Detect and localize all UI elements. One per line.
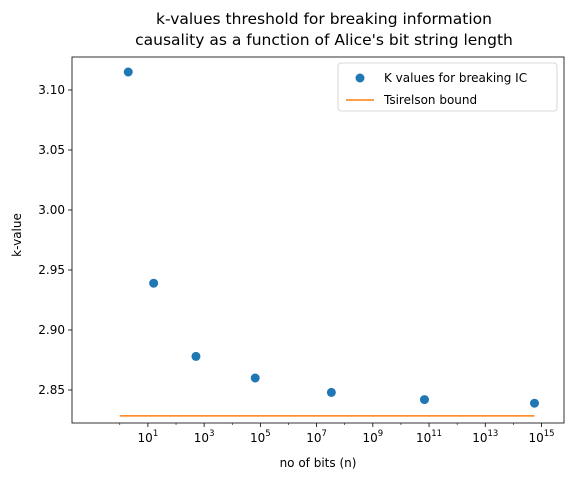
x-tick-label: 101 <box>138 429 159 445</box>
y-tick-label: 3.10 <box>38 83 65 97</box>
data-point <box>149 278 159 288</box>
data-point <box>326 387 336 397</box>
x-axis-ticks: 101 103 105 107 109 1011 1013 1015 <box>138 423 555 445</box>
x-tick-label: 1011 <box>416 429 442 445</box>
x-tick-label: 107 <box>306 429 327 445</box>
legend: K values for breaking IC Tsirelson bound <box>337 62 558 112</box>
x-tick-label: 105 <box>250 429 271 445</box>
y-tick-label: 2.95 <box>38 263 65 277</box>
legend-box <box>337 62 558 112</box>
x-tick-label: 103 <box>194 429 215 445</box>
data-point <box>123 67 133 77</box>
data-point <box>529 398 539 408</box>
y-axis-label: k-value <box>10 213 24 257</box>
y-tick-label: 3.05 <box>38 143 65 157</box>
plot-area: 101 103 105 107 109 1011 1013 1015 2.85 2.90 2.95 3… <box>38 56 565 445</box>
legend-entry: K values for breaking IC <box>355 71 527 85</box>
data-point <box>419 395 429 405</box>
plot-frame <box>71 56 565 424</box>
x-tick-label: 109 <box>362 429 383 445</box>
y-tick-label: 2.85 <box>38 383 65 397</box>
chart-title-line-2: causality as a function of Alice's bit s… <box>135 31 513 49</box>
y-tick-label: 3.00 <box>38 203 65 217</box>
chart-title-line-1: k-values threshold for breaking informat… <box>156 10 492 28</box>
x-axis-label: no of bits (n) <box>280 456 357 470</box>
y-tick-label: 2.90 <box>38 323 65 337</box>
x-tick-label: 1013 <box>472 429 498 445</box>
legend-marker <box>355 73 365 83</box>
series-k-values <box>123 67 539 408</box>
legend-label: Tsirelson bound <box>383 93 477 107</box>
legend-entry: Tsirelson bound <box>346 93 477 107</box>
legend-label: K values for breaking IC <box>384 71 527 85</box>
y-axis-ticks: 2.85 2.90 2.95 3.00 3.05 3.10 <box>38 83 72 397</box>
data-point <box>250 373 260 383</box>
x-tick-label: 1015 <box>528 429 554 445</box>
data-point <box>191 351 201 361</box>
